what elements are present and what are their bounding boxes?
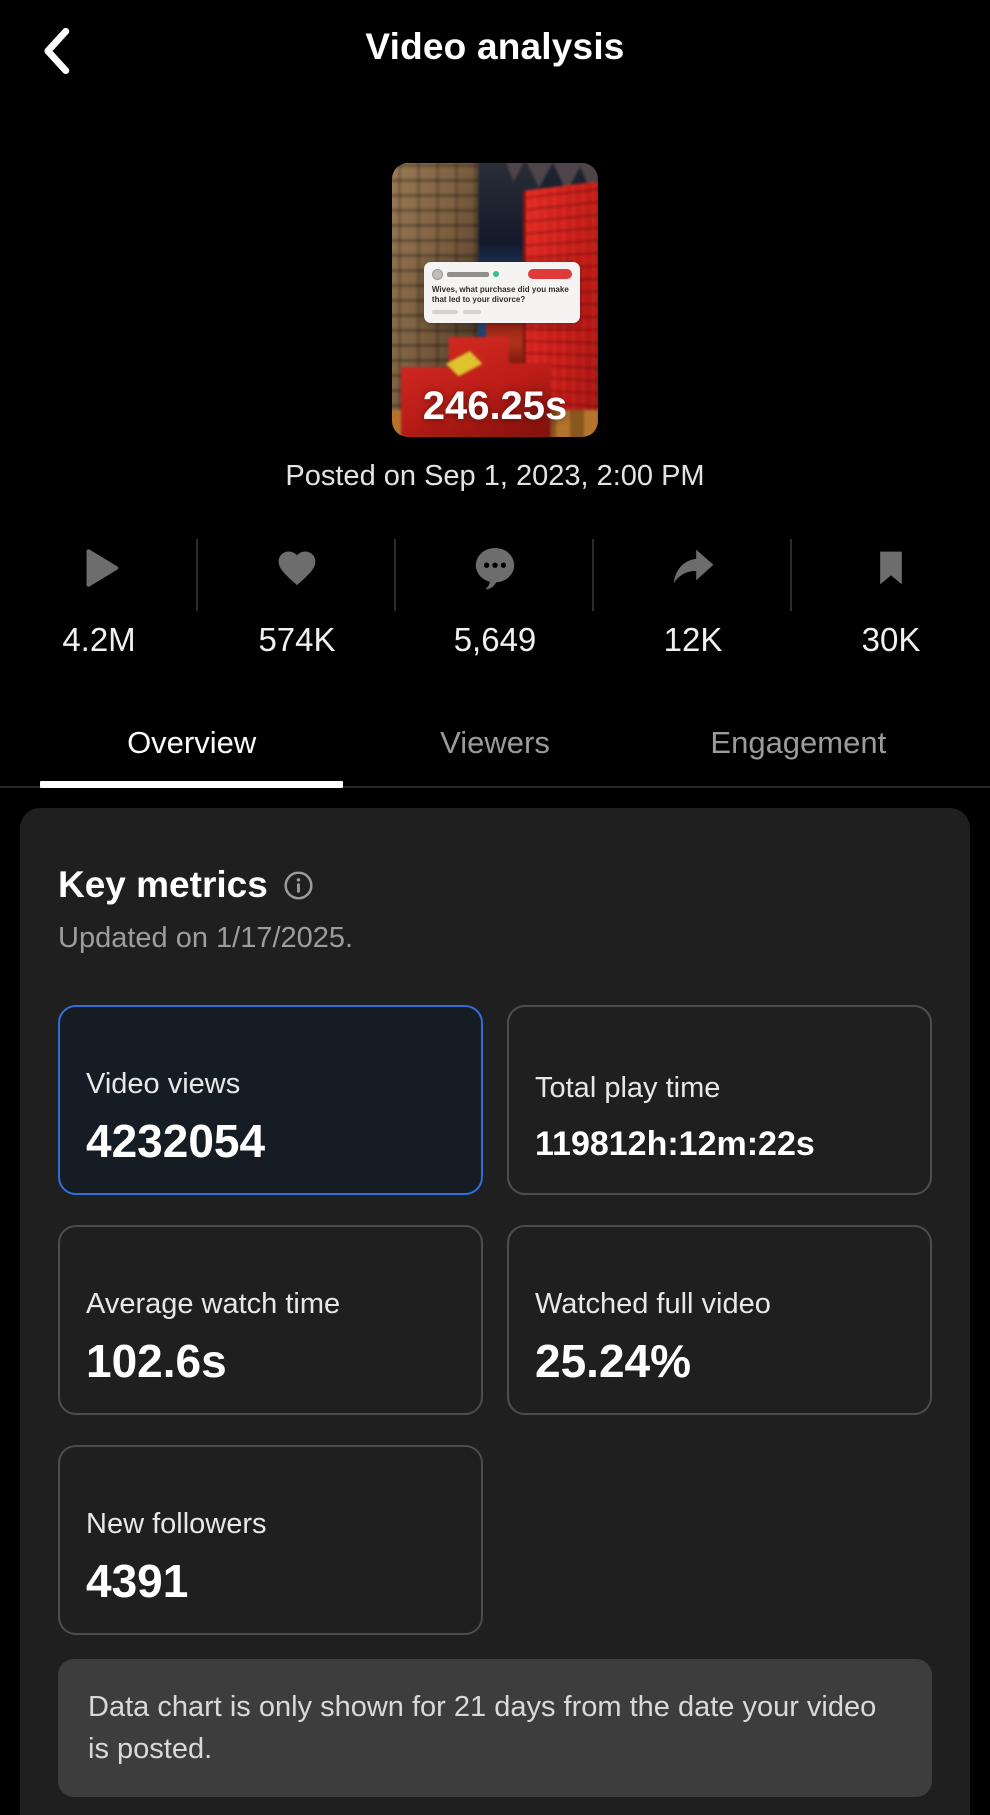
stat-likes: 574K [198,535,396,659]
tile-value: 4391 [86,1555,189,1607]
play-icon [0,535,198,601]
stat-value: 12K [663,621,723,658]
tile-label: Watched full video [535,1288,771,1320]
tile-label: Average watch time [86,1288,341,1320]
updated-date: Updated on 1/17/2025. [58,922,354,954]
share-icon [594,535,792,601]
stat-shares: 12K [594,535,792,659]
page-title: Video analysis [365,26,625,67]
metric-tile-average-watch-time[interactable]: Average watch time 102.6s [58,1225,483,1415]
bookmark-icon [792,535,990,601]
stat-value: 574K [258,621,336,658]
data-chart-note: Data chart is only shown for 21 days fro… [58,1659,932,1798]
tab-overview[interactable]: Overview [40,700,343,786]
metric-tile-watched-full-video[interactable]: Watched full video 25.24% [507,1225,932,1415]
posted-date: Posted on Sep 1, 2023, 2:00 PM [285,460,705,492]
tab-bar: Overview Viewers Engagement [0,700,990,788]
divider [394,539,396,611]
stat-plays: 4.2M [0,535,198,659]
key-metrics-card: Key metrics Updated on 1/17/2025. Video … [20,808,970,1815]
tile-value: 25.24% [535,1335,692,1387]
tile-label: New followers [86,1508,267,1540]
avatar [431,268,443,280]
key-metrics-title: Key metrics [58,864,268,905]
verified-icon [492,271,499,278]
overlay-question: Wives, what purchase did you make that l… [431,284,569,305]
red-badge [528,269,572,280]
back-button[interactable] [30,22,82,82]
video-duration: 246.25s [422,384,568,428]
tab-engagement[interactable]: Engagement [647,700,950,786]
username-bar [446,271,489,277]
stats-row: 4.2M 574K 5,649 [0,535,990,659]
tile-value: 119812h:12m:22s [535,1125,815,1163]
chevron-left-icon [38,26,74,79]
tile-value: 102.6s [86,1335,227,1387]
comment-overlay-card: Wives, what purchase did you make that l… [423,261,580,324]
stat-value: 4.2M [62,621,136,658]
info-icon[interactable] [283,870,314,901]
heart-icon [198,535,396,601]
tile-value: 4232054 [86,1115,266,1167]
tile-label: Total play time [535,1072,721,1104]
divider [592,539,594,611]
video-thumbnail[interactable]: Wives, what purchase did you make that l… [392,163,598,437]
tile-label: Video views [86,1068,241,1100]
comment-icon [396,535,594,601]
divider [790,539,792,611]
tab-viewers[interactable]: Viewers [343,700,646,786]
stat-value: 5,649 [453,621,537,658]
active-tab-indicator [40,781,343,788]
divider [196,539,198,611]
metric-tile-new-followers[interactable]: New followers 4391 [58,1445,483,1635]
metric-tiles-grid: Video views 4232054 Total play time 1198… [58,1005,932,1635]
stat-value: 30K [861,621,921,658]
metric-tile-total-play-time[interactable]: Total play time 119812h:12m:22s [507,1005,932,1195]
metric-tile-video-views[interactable]: Video views 4232054 [58,1005,483,1195]
reply-bar [431,310,572,315]
stat-comments: 5,649 [396,535,594,659]
stat-bookmarks: 30K [792,535,990,659]
